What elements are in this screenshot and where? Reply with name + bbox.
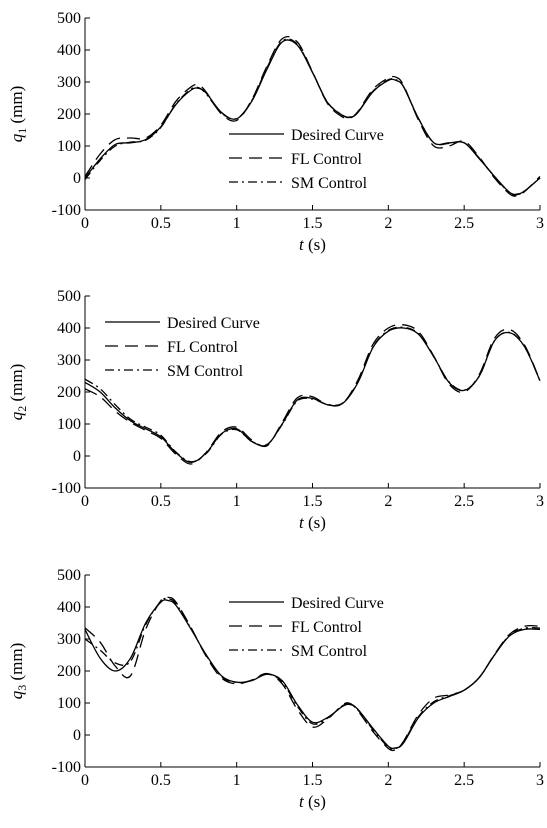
y-tick-label: 200 [57,663,81,680]
x-axis-label: t (s) [299,235,326,254]
series-line-dashed [84,323,541,465]
y-tick-label: 100 [57,138,81,155]
x-tick-label: 1.5 [303,772,323,789]
y-tick-label: 300 [57,74,81,91]
legend: Desired Curve FL Control SM Control [229,127,384,192]
series-line-dashed [84,35,541,197]
legend: Desired Curve FL Control SM Control [229,595,384,660]
x-tick-label: 3 [536,493,544,510]
y-tick-label: 0 [73,448,81,465]
x-tick-label: 1 [233,215,241,232]
y-tick-label: 300 [57,352,81,369]
legend-label: FL Control [291,151,363,168]
legend-label: SM Control [167,363,244,380]
x-tick-label: 2 [384,493,392,510]
x-tick-label: 3 [536,772,544,789]
series-line-dashed [84,596,541,752]
y-axis-label: q3 (mm) [7,643,29,700]
series-line-solid [84,39,541,196]
y-tick-label: 100 [57,695,81,712]
legend-label: FL Control [167,339,239,356]
x-tick-label: 2.5 [454,772,474,789]
y-tick-label: -100 [52,480,81,497]
legend: Desired Curve FL Control SM Control [105,315,260,380]
x-axis-label: t (s) [299,792,326,811]
x-tick-label: 2.5 [454,493,474,510]
legend-label: SM Control [291,643,368,660]
x-tick-label: 1 [233,493,241,510]
x-tick-label: 2.5 [454,215,474,232]
legend-label: Desired Curve [167,315,260,332]
legend-label: Desired Curve [291,127,384,144]
x-axis-label: t (s) [299,513,326,532]
y-tick-label: 400 [57,42,81,59]
legend-label: FL Control [291,619,363,636]
y-tick-label: 400 [57,599,81,616]
legend-label: Desired Curve [291,595,384,612]
x-tick-label: 0.5 [151,772,171,789]
x-tick-label: 2 [384,215,392,232]
series-line-dashdot [84,326,541,463]
x-tick-label: 0 [81,772,89,789]
y-tick-label: 200 [57,384,81,401]
x-tick-label: 3 [536,215,544,232]
x-tick-label: 1.5 [303,215,323,232]
y-tick-label: 0 [73,170,81,187]
y-tick-label: 400 [57,320,81,337]
y-tick-label: -100 [52,759,81,776]
x-tick-label: 1.5 [303,493,323,510]
y-tick-label: 0 [73,727,81,744]
y-tick-label: 500 [57,10,81,27]
y-axis-label: q1 (mm) [7,86,29,143]
y-tick-label: -100 [52,202,81,219]
x-tick-label: 0 [81,215,89,232]
series-line-dashdot [84,597,541,750]
series-line-dashdot [84,38,541,196]
x-tick-label: 0.5 [151,215,171,232]
y-tick-label: 500 [57,567,81,584]
y-axis-label: q2 (mm) [7,364,29,421]
x-tick-label: 2 [384,772,392,789]
y-tick-label: 500 [57,288,81,305]
x-tick-label: 0 [81,493,89,510]
y-tick-label: 100 [57,416,81,433]
x-tick-label: 0.5 [151,493,171,510]
series-line-solid [84,327,541,464]
x-tick-label: 1 [233,772,241,789]
legend-label: SM Control [291,175,368,192]
y-tick-label: 300 [57,631,81,648]
y-tick-label: 200 [57,106,81,123]
